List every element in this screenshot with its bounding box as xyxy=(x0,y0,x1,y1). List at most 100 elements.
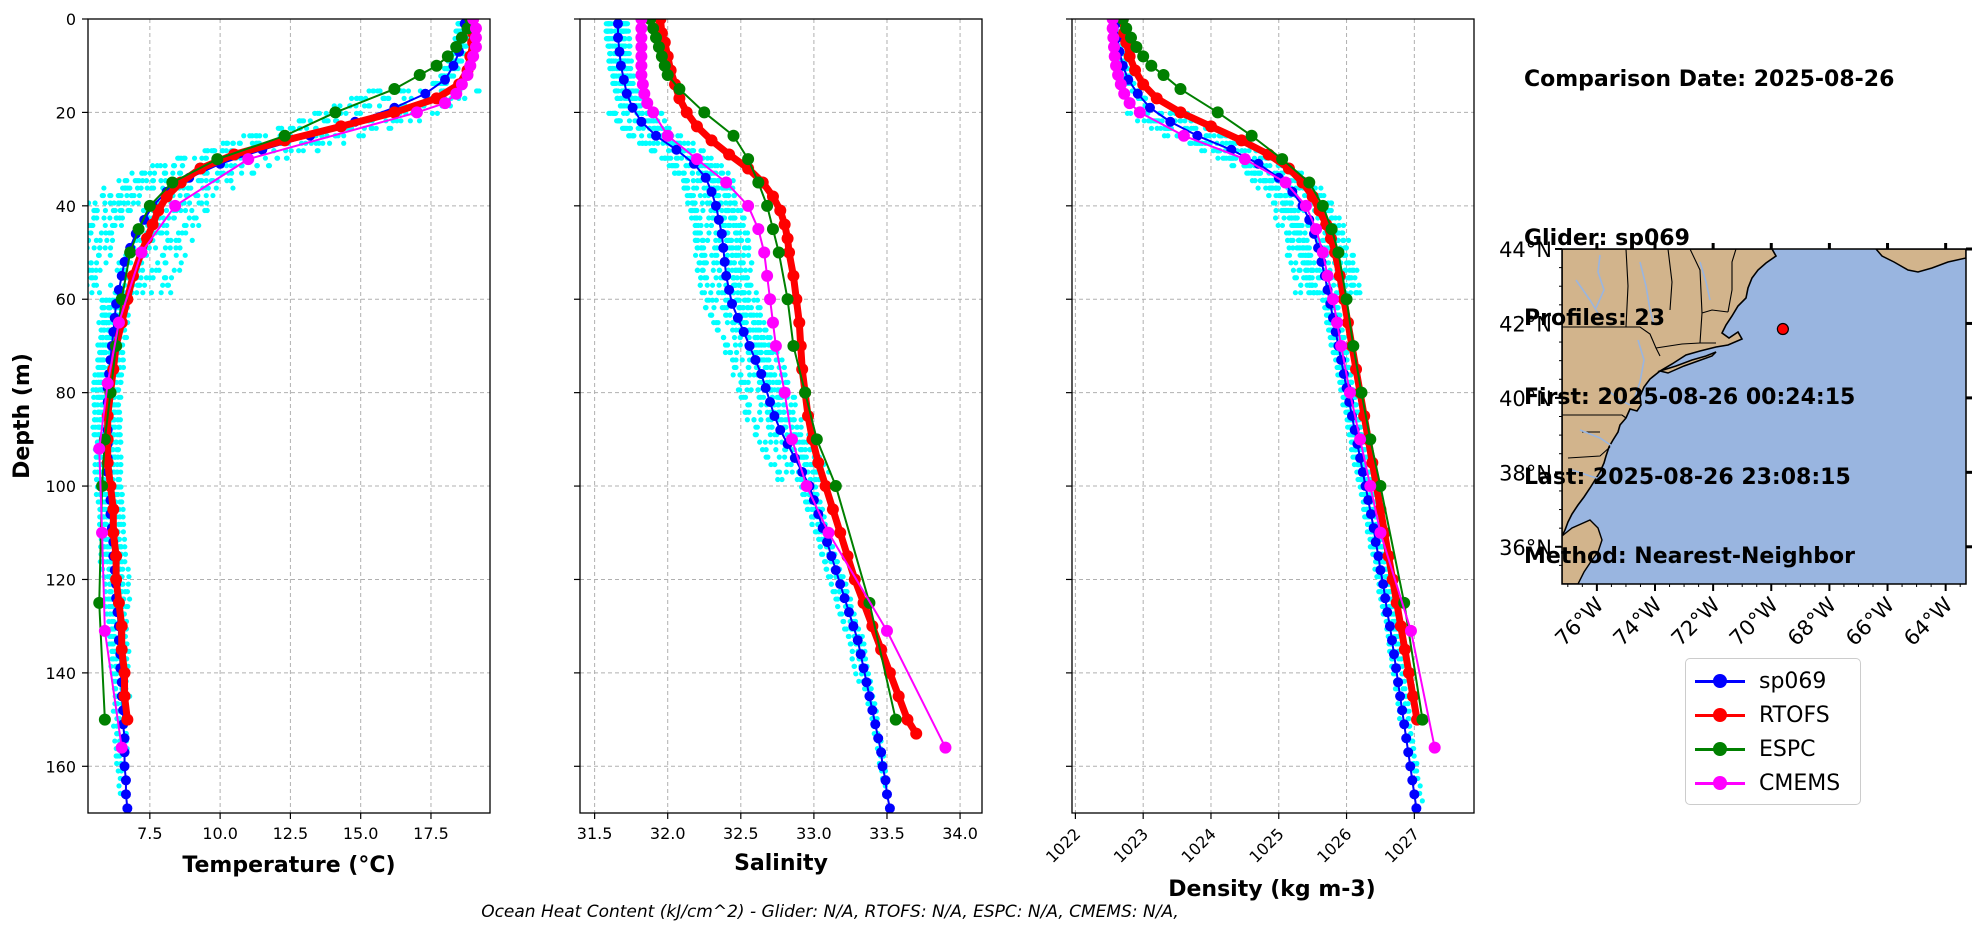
series-point-sp069 xyxy=(621,88,632,99)
series-point-sp069 xyxy=(744,340,755,351)
glider-profile-point xyxy=(119,207,125,214)
glider-profile-point xyxy=(118,499,125,505)
glider-profile-point xyxy=(236,140,242,146)
glider-profile-point xyxy=(606,43,613,49)
series-point-sp069 xyxy=(852,635,863,646)
glider-profile-point xyxy=(189,207,195,214)
glider-profile-point xyxy=(626,36,633,42)
glider-profile-point xyxy=(1228,155,1234,161)
glider-profile-point xyxy=(732,364,738,371)
glider-profile-point xyxy=(691,185,697,191)
glider-profile-point xyxy=(788,461,794,468)
glider-profile-point xyxy=(1329,215,1335,221)
series-point-rtofs xyxy=(778,218,791,231)
glider-profile-point xyxy=(607,65,613,72)
glider-profile-point xyxy=(746,297,752,303)
glider-profile-point xyxy=(150,178,156,184)
series-point-sp069 xyxy=(718,242,729,253)
series-point-sp069 xyxy=(636,116,647,127)
glider-profile-point xyxy=(849,648,855,654)
glider-profile-point xyxy=(104,237,110,243)
series-point-rtofs xyxy=(790,293,803,306)
glider-profile-point xyxy=(97,245,103,251)
tick-label-y: 40 xyxy=(56,197,76,216)
glider-profile-point xyxy=(210,148,217,154)
glider-profile-point xyxy=(459,58,465,64)
glider-profile-point xyxy=(775,469,781,475)
glider-profile-point xyxy=(109,237,116,243)
series-point-sp069 xyxy=(750,354,761,365)
series-point-sp069 xyxy=(700,172,711,183)
glider-profile-point xyxy=(124,192,130,199)
glider-profile-point xyxy=(203,192,209,199)
series-point-sp069 xyxy=(830,565,841,576)
glider-profile-point xyxy=(416,118,423,124)
glider-profile-point xyxy=(1269,178,1275,184)
glider-profile-point xyxy=(147,170,153,176)
glider-profile-point xyxy=(117,514,123,520)
series-point-cmems xyxy=(112,316,125,329)
glider-profile-point xyxy=(210,192,216,199)
glider-profile-point xyxy=(117,379,123,385)
series-point-sp069 xyxy=(122,803,133,813)
glider-profile-point xyxy=(146,245,152,251)
series-point-cmems xyxy=(800,480,813,493)
series-point-espc xyxy=(132,223,145,236)
series-point-espc xyxy=(652,41,665,54)
glider-profile-point xyxy=(74,275,79,280)
series-point-sp069 xyxy=(835,579,846,590)
series-point-espc xyxy=(413,69,426,82)
glider-profile-point xyxy=(188,185,194,191)
glider-profile-point xyxy=(610,58,617,64)
glider-profile-point xyxy=(719,170,726,176)
glider-profile-point xyxy=(668,155,674,161)
glider-profile-point xyxy=(698,275,704,281)
glider-profile-point xyxy=(704,282,710,288)
glider-profile-point xyxy=(112,424,118,430)
glider-profile-point xyxy=(82,253,87,258)
glider-profile-point xyxy=(608,50,614,57)
glider-profile-point xyxy=(99,372,105,378)
series-point-sp069 xyxy=(877,761,888,772)
glider-profile-point xyxy=(740,252,747,258)
glider-profile-point xyxy=(1305,267,1311,273)
glider-profile-point xyxy=(1293,222,1299,229)
glider-profile-point xyxy=(116,783,122,789)
series-point-espc xyxy=(96,480,109,493)
series-point-sp069 xyxy=(724,284,735,295)
glider-profile-point xyxy=(845,633,851,640)
glider-profile-point xyxy=(220,148,226,154)
glider-profile-point xyxy=(287,125,293,131)
glider-profile-point xyxy=(91,207,97,214)
glider-profile-point xyxy=(791,394,798,400)
glider-profile-point xyxy=(732,282,738,288)
glider-profile-point xyxy=(1260,178,1266,184)
series-point-cmems xyxy=(450,87,463,100)
glider-profile-point xyxy=(755,319,761,326)
series-point-espc xyxy=(889,713,902,726)
glider-profile-point xyxy=(709,297,716,303)
glider-profile-point xyxy=(636,140,643,146)
glider-profile-point xyxy=(394,118,400,124)
glider-profile-point xyxy=(1293,230,1299,236)
glider-profile-point xyxy=(95,394,102,400)
glider-profile-point xyxy=(730,357,736,363)
glider-profile-point xyxy=(1246,148,1252,154)
glider-profile-point xyxy=(748,387,754,393)
glider-profile-point xyxy=(81,215,86,220)
glider-profile-point xyxy=(739,357,745,363)
glider-profile-point xyxy=(833,559,839,565)
glider-profile-point xyxy=(768,461,774,468)
glider-profile-point xyxy=(1345,237,1352,243)
glider-profile-point xyxy=(134,185,141,191)
series-point-espc xyxy=(98,713,111,726)
glider-profile-point xyxy=(619,125,626,131)
series-point-rtofs xyxy=(110,550,123,563)
tick-label-y: 140 xyxy=(45,664,76,683)
glider-profile-point xyxy=(93,237,99,243)
glider-profile-point xyxy=(868,686,874,692)
glider-profile-point xyxy=(1182,118,1188,124)
series-point-cmems xyxy=(635,50,648,63)
glider-profile-point xyxy=(102,222,108,229)
glider-profile-point xyxy=(745,379,751,385)
